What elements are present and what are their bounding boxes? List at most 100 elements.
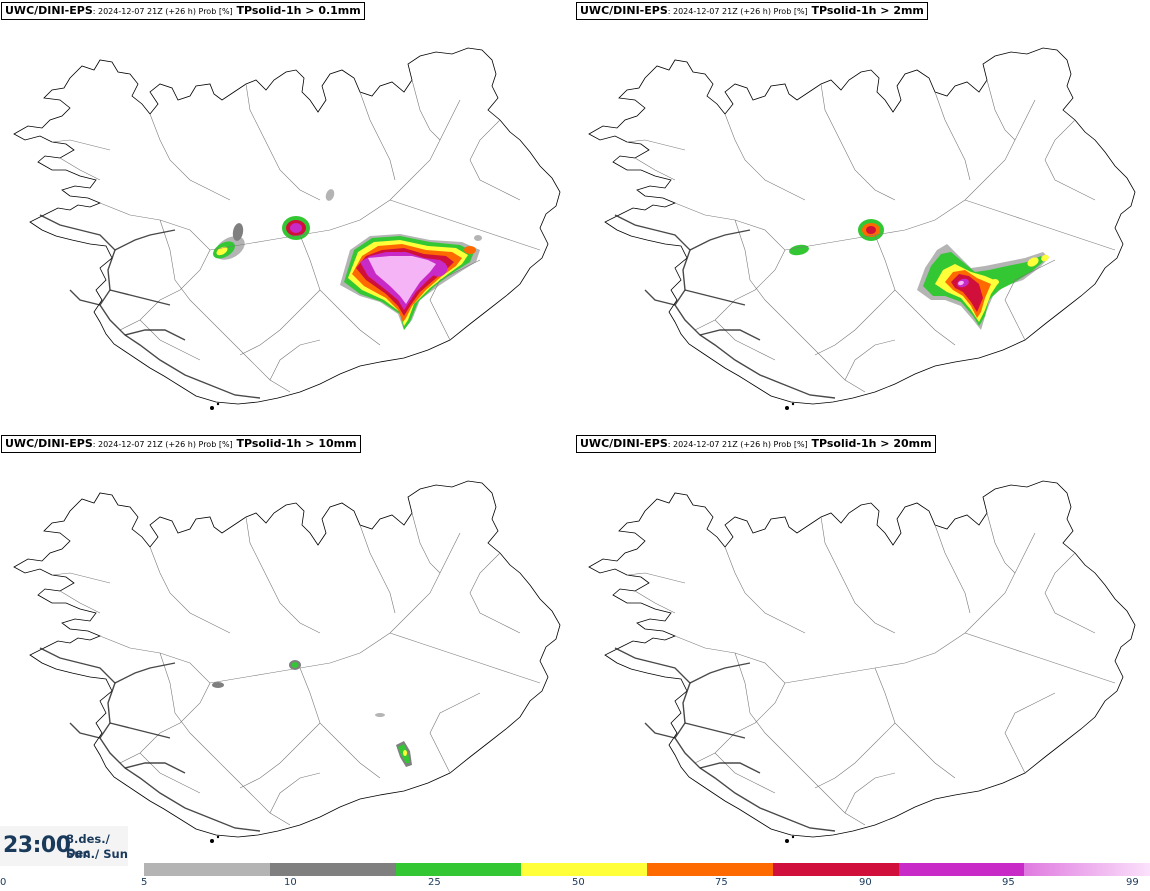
islet [791,835,795,839]
iceland-map [13,480,561,843]
region-border [139,319,201,361]
iceland-map [588,47,1136,410]
coastal-road [69,289,101,306]
islet [216,402,220,406]
colorbar-tick-label: 10 [284,877,297,888]
region-border [269,772,321,814]
region-border [359,524,396,614]
region-border [299,667,381,779]
valid-date: 8.des./ Dec [66,832,110,860]
probability-area [325,189,335,201]
probability-area [232,223,244,241]
colorbar-tick-label: 25 [428,877,441,888]
probability-area [1027,257,1039,267]
probability-area [991,279,999,285]
colorbar-tick-label: 99 [1126,877,1139,888]
coastal-road [114,662,176,684]
region-border [634,157,676,181]
valid-time-box: 23:00 8.des./ Dec Sun./ Sun [0,826,128,866]
region-border [299,234,381,346]
colorbar-segment [898,863,1025,876]
region-border [814,289,896,356]
probability-colorbar [144,863,1150,876]
colorbar-segment [1024,863,1150,876]
region-border [429,259,481,341]
coastal-road [109,722,171,739]
region-border [389,632,541,684]
panel-title: UWC/DINI-EPS: 2024-12-07 21Z (+26 h) Pro… [1,2,365,20]
map-panel-threshold-10mm: UWC/DINI-EPS: 2024-12-07 21Z (+26 h) Pro… [0,433,575,866]
region-border [626,139,686,151]
region-border [724,546,806,634]
panel-title: UWC/DINI-EPS: 2024-12-07 21Z (+26 h) Pro… [576,2,928,20]
iceland-coastline [13,480,561,838]
region-border [734,219,866,393]
coastal-road [124,762,186,774]
region-border [874,234,956,346]
colorbar-tick-label: 5 [141,877,148,888]
region-border [239,722,321,789]
region-border [784,99,1036,251]
coastal-road [114,229,176,251]
colorbar-segment [269,863,396,876]
probability-area [866,226,876,234]
coastal-road [644,289,676,306]
probability-area [368,256,436,304]
region-border [245,516,321,634]
region-border [149,546,231,634]
region-border [159,652,291,826]
region-border [844,772,896,814]
probability-area [789,244,809,256]
region-border [149,113,231,201]
region-border [411,79,441,141]
probability-area [1041,254,1049,262]
panel-title: UWC/DINI-EPS: 2024-12-07 21Z (+26 h) Pro… [1,435,361,453]
panel-title: UWC/DINI-EPS: 2024-12-07 21Z (+26 h) Pro… [576,435,936,453]
probability-area [212,682,224,688]
region-border [986,79,1016,141]
region-border [209,99,461,251]
region-border [239,289,321,356]
region-border [245,83,321,201]
probability-area [216,246,228,256]
colorbar-segment [772,863,899,876]
region-border [359,91,396,181]
coastal-road [684,722,746,739]
coastal-road [684,289,746,306]
region-border [934,524,971,614]
valid-time: 23:00 [3,833,71,858]
probability-area [375,713,385,717]
region-border [1004,259,1056,341]
probability-area [464,246,476,254]
islet [785,839,789,843]
iceland-coastline [588,480,1136,838]
region-border [51,139,111,151]
region-border [724,113,806,201]
region-border [209,532,461,684]
region-border [964,632,1116,684]
coastal-road [699,762,761,774]
colorbar-tick-label: 50 [572,877,585,888]
colorbar-segment [647,863,774,876]
colorbar-tick-label: 95 [1002,877,1015,888]
coastal-road [69,722,101,739]
region-border [1044,119,1096,201]
region-border [814,722,896,789]
probability-area [432,263,448,277]
region-border [1004,692,1056,774]
region-border [714,319,776,361]
region-border [674,202,786,331]
region-border [844,339,896,381]
iceland-coastline [13,47,561,405]
colorbar-tick-label: 0 [0,877,7,888]
map-panel-threshold-20mm: UWC/DINI-EPS: 2024-12-07 21Z (+26 h) Pro… [575,433,1150,866]
region-border [51,572,111,584]
probability-area [958,280,964,286]
region-border [626,572,686,584]
colorbar-segment [521,863,648,876]
islet [785,406,789,410]
region-border [734,652,866,826]
probability-area [403,750,407,756]
islet [216,835,220,839]
region-border [159,219,291,393]
